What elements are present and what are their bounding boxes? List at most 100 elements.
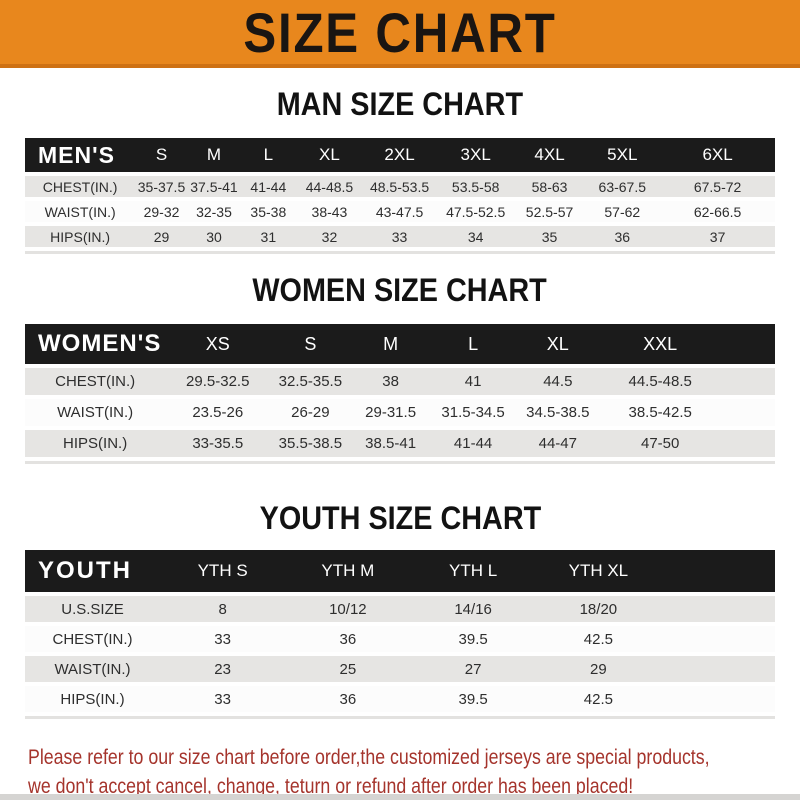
row-filler-cell xyxy=(661,656,775,682)
table-header-row: MEN'S S M L XL 2XL 3XL 4XL 5XL 6XL xyxy=(25,138,775,172)
size-value-cell: 8 xyxy=(160,596,286,622)
row-label: CHEST(IN.) xyxy=(25,626,160,652)
size-value-cell: 29-32 xyxy=(135,201,188,222)
size-value-cell: 35-37.5 xyxy=(135,176,188,197)
size-value-cell: 30 xyxy=(187,226,241,247)
row-filler-cell xyxy=(661,596,775,622)
size-column-header: L xyxy=(240,138,297,172)
size-value-cell: 33 xyxy=(160,626,286,652)
size-value-cell: 38.5-42.5 xyxy=(600,399,721,426)
size-value-cell: 33 xyxy=(362,226,437,247)
size-value-cell: 44-48.5 xyxy=(296,176,363,197)
size-value-cell: 67.5-72 xyxy=(660,176,775,197)
size-value-cell: 57-62 xyxy=(584,201,661,222)
size-value-cell: 18/20 xyxy=(535,596,661,622)
size-value-cell: 41 xyxy=(430,368,516,395)
row-filler-cell xyxy=(661,686,775,712)
size-value-cell: 42.5 xyxy=(535,626,661,652)
size-value-cell: 29-31.5 xyxy=(350,399,431,426)
size-column-header: L xyxy=(430,324,516,364)
size-value-cell: 35 xyxy=(514,226,585,247)
row-label: CHEST(IN.) xyxy=(25,176,136,197)
size-value-cell: 35.5-38.5 xyxy=(270,430,351,457)
table-row: WAIST(IN.) 29-32 32-35 35-38 38-43 43-47.5 47.… xyxy=(25,201,775,222)
size-value-cell: 38 xyxy=(350,368,431,395)
size-column-header: YTH L xyxy=(410,550,536,592)
section-heading-text: YOUTH SIZE CHART xyxy=(259,500,541,536)
row-filler-cell xyxy=(661,626,775,652)
row-label: WAIST(IN.) xyxy=(25,399,166,426)
disclaimer-line-1: Please refer to our size chart before or… xyxy=(28,746,710,769)
table-row: U.S.SIZE 8 10/12 14/16 18/20 xyxy=(25,596,775,622)
size-column-header: 2XL xyxy=(362,138,437,172)
size-value-cell: 52.5-57 xyxy=(514,201,585,222)
size-table-women: WOMEN'S XS S M L XL XXL CHEST(IN.) 29.5-32.5 32.5… xyxy=(25,320,775,464)
size-value-cell: 14/16 xyxy=(410,596,536,622)
size-value-cell: 36 xyxy=(285,686,411,712)
size-column-header: S xyxy=(135,138,188,172)
banner: SIZE CHART xyxy=(0,0,800,68)
row-filler-cell xyxy=(720,399,775,426)
size-value-cell: 39.5 xyxy=(410,686,536,712)
size-value-cell: 48.5-53.5 xyxy=(362,176,437,197)
section-heading-text: WOMEN SIZE CHART xyxy=(252,272,548,308)
table-row: CHEST(IN.) 29.5-32.5 32.5-35.5 38 41 44.5 44.5… xyxy=(25,368,775,395)
size-value-cell: 23.5-26 xyxy=(165,399,271,426)
table-row: CHEST(IN.) 33 36 39.5 42.5 xyxy=(25,626,775,652)
table-row: HIPS(IN.) 29 30 31 32 33 34 35 36 37 xyxy=(25,226,775,247)
row-filler-cell xyxy=(720,368,775,395)
size-column-header: XL xyxy=(296,138,363,172)
row-label: U.S.SIZE xyxy=(25,596,160,622)
header-filler-cell xyxy=(661,550,775,592)
size-column-header: M xyxy=(350,324,431,364)
size-chart-sections: MAN SIZE CHART MEN'S S M L XL 2XL 3XL 4XL 5XL 6XL C… xyxy=(0,86,800,719)
section-heading-women: WOMEN SIZE CHART xyxy=(0,272,800,308)
size-value-cell: 38-43 xyxy=(296,201,363,222)
size-value-cell: 39.5 xyxy=(410,626,536,652)
size-value-cell: 27 xyxy=(410,656,536,682)
size-value-cell: 36 xyxy=(285,626,411,652)
size-value-cell: 32.5-35.5 xyxy=(270,368,351,395)
size-column-header: YTH M xyxy=(285,550,411,592)
size-value-cell: 38.5-41 xyxy=(350,430,431,457)
size-value-cell: 53.5-58 xyxy=(436,176,515,197)
size-value-cell: 63-67.5 xyxy=(584,176,661,197)
size-value-cell: 29 xyxy=(535,656,661,682)
banner-title: SIZE CHART xyxy=(243,0,557,64)
size-column-header: M xyxy=(187,138,241,172)
row-label: HIPS(IN.) xyxy=(25,226,136,247)
table-header-row: YOUTH YTH S YTH M YTH L YTH XL xyxy=(25,550,775,592)
size-value-cell: 62-66.5 xyxy=(660,201,775,222)
table-row: WAIST(IN.) 23 25 27 29 xyxy=(25,656,775,682)
size-value-cell: 29.5-32.5 xyxy=(165,368,271,395)
section-heading-youth: YOUTH SIZE CHART xyxy=(0,500,800,536)
disclaimer: Please refer to our size chart before or… xyxy=(0,743,800,800)
size-column-header: 5XL xyxy=(584,138,661,172)
size-value-cell: 41-44 xyxy=(430,430,516,457)
size-value-cell: 35-38 xyxy=(240,201,297,222)
row-label: HIPS(IN.) xyxy=(25,430,166,457)
row-label: WAIST(IN.) xyxy=(25,656,160,682)
size-value-cell: 26-29 xyxy=(270,399,351,426)
section-women: WOMEN SIZE CHART WOMEN'S XS S M L XL XXL CHEST(I… xyxy=(0,272,800,464)
size-column-header: XXL xyxy=(600,324,721,364)
size-column-header: S xyxy=(270,324,351,364)
size-column-header: 4XL xyxy=(514,138,585,172)
disclaimer-line-2: we don't accept cancel, change, teturn o… xyxy=(28,775,634,798)
size-value-cell: 36 xyxy=(584,226,661,247)
table-corner-label: YOUTH xyxy=(25,550,160,592)
size-value-cell: 58-63 xyxy=(514,176,585,197)
size-value-cell: 33 xyxy=(160,686,286,712)
size-value-cell: 32 xyxy=(296,226,363,247)
row-filler-cell xyxy=(720,430,775,457)
bottom-strip xyxy=(0,794,800,800)
size-value-cell: 29 xyxy=(135,226,188,247)
size-value-cell: 34 xyxy=(436,226,515,247)
row-label: CHEST(IN.) xyxy=(25,368,166,395)
section-youth: YOUTH SIZE CHART YOUTH YTH S YTH M YTH L YTH … xyxy=(0,500,800,719)
size-value-cell: 10/12 xyxy=(285,596,411,622)
size-column-header: YTH XL xyxy=(535,550,661,592)
size-value-cell: 41-44 xyxy=(240,176,297,197)
table-row: HIPS(IN.) 33-35.5 35.5-38.5 38.5-41 41-44 44-… xyxy=(25,430,775,457)
